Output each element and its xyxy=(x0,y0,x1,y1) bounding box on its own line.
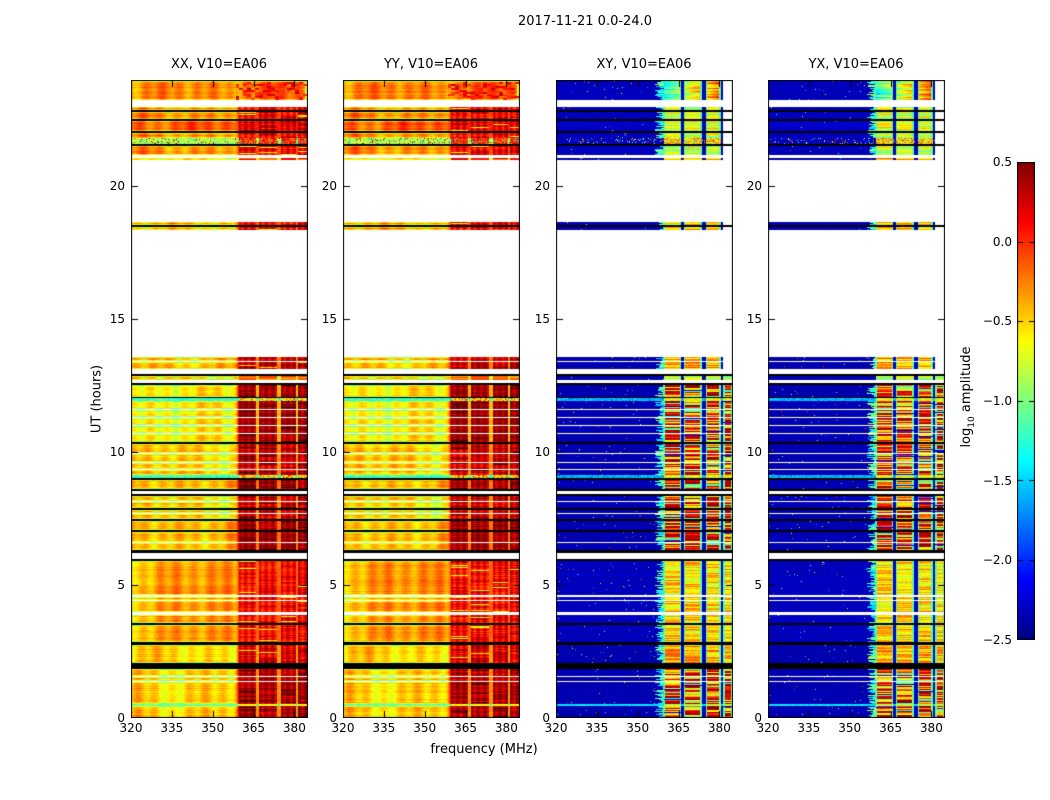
y-axis-label: UT (hours) xyxy=(89,364,105,434)
y-tick-label: 0 xyxy=(117,711,125,725)
heatmap-panel-yy xyxy=(343,80,520,718)
y-tick-label: 10 xyxy=(109,445,125,460)
heatmap-panel-yx xyxy=(768,80,945,718)
x-tick-label: 380 xyxy=(494,721,518,735)
x-axis-label: frequency (MHz) xyxy=(430,742,538,757)
y-tick-label: 20 xyxy=(534,179,550,194)
x-tick-label: 350 xyxy=(838,721,862,735)
colorbar-tick-label: −0.5 xyxy=(982,314,1012,329)
colorbar-tick-label: −2.5 xyxy=(982,633,1012,647)
y-tick-label: 10 xyxy=(321,445,337,460)
x-tick-label: 380 xyxy=(282,721,306,735)
panel-title-xy: XY, V10=EA06 xyxy=(596,57,692,72)
y-tick-label: 20 xyxy=(746,179,762,194)
colorbar-label-prefix: log xyxy=(959,427,975,448)
x-tick-label: 320 xyxy=(756,721,780,735)
panel-title-yx: YX, V10=EA06 xyxy=(808,57,904,72)
x-tick-label: 335 xyxy=(372,721,396,735)
x-tick-label: 350 xyxy=(201,721,225,735)
colorbar-tick-label: −2.0 xyxy=(982,553,1012,568)
x-tick-label: 365 xyxy=(667,721,690,735)
x-tick-label: 365 xyxy=(879,721,902,735)
y-tick-label: 15 xyxy=(534,312,550,327)
x-tick-label: 350 xyxy=(626,721,650,735)
x-tick-label: 320 xyxy=(544,721,568,735)
colorbar-tick-label: −1.0 xyxy=(982,394,1012,408)
x-tick-label: 365 xyxy=(454,721,477,735)
heatmap-panel-xx xyxy=(131,80,308,718)
y-tick-label: 5 xyxy=(117,578,125,593)
y-tick-label: 10 xyxy=(534,445,550,460)
y-tick-label: 15 xyxy=(109,312,125,327)
colorbar xyxy=(1017,162,1035,640)
y-tick-label: 0 xyxy=(542,711,550,725)
y-tick-label: 0 xyxy=(329,711,337,725)
y-tick-label: 0 xyxy=(754,711,762,725)
panel-title-xx: XX, V10=EA06 xyxy=(170,57,268,72)
y-tick-label: 5 xyxy=(329,578,337,593)
heatmap-panel-xy xyxy=(556,80,733,718)
y-tick-label: 20 xyxy=(321,179,337,194)
panel-title-yy: YY, V10=EA06 xyxy=(383,57,479,72)
x-tick-label: 335 xyxy=(585,721,609,735)
x-tick-label: 380 xyxy=(919,721,943,735)
x-tick-label: 320 xyxy=(119,721,143,735)
colorbar-label-subscript: 10 xyxy=(966,416,977,428)
x-tick-label: 335 xyxy=(797,721,821,735)
figure-title: 2017-11-21 0.0-24.0 xyxy=(518,14,652,29)
x-tick-label: 320 xyxy=(331,721,355,735)
colorbar-tick-label: −1.5 xyxy=(982,473,1012,488)
x-tick-label: 335 xyxy=(160,721,184,735)
y-tick-label: 5 xyxy=(542,578,550,593)
x-tick-label: 350 xyxy=(413,721,437,735)
x-tick-label: 365 xyxy=(242,721,265,735)
y-tick-label: 10 xyxy=(746,445,762,460)
y-tick-label: 15 xyxy=(321,312,337,327)
y-tick-label: 20 xyxy=(109,179,125,194)
colorbar-tick-label: 0.0 xyxy=(992,234,1012,249)
colorbar-tick-label: 0.5 xyxy=(992,155,1012,169)
x-tick-label: 380 xyxy=(707,721,731,735)
y-tick-label: 15 xyxy=(746,312,762,327)
y-tick-label: 5 xyxy=(754,578,762,593)
